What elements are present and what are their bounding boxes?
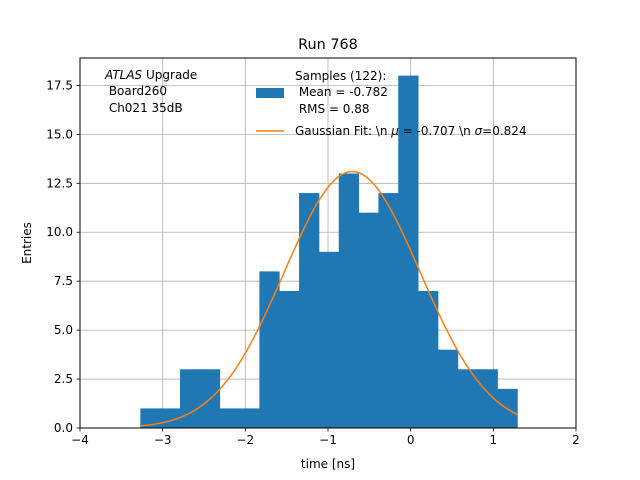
legend-fit-prefix: Gaussian Fit: \n <box>295 124 391 138</box>
histogram-bar <box>279 290 300 428</box>
histogram-bar <box>318 251 340 428</box>
y-axis-ticks: 0.0 2.5 5.0 7.5 10.0 12.5 15.0 17.5 <box>46 78 80 435</box>
annotation-line-2: Board260 <box>105 84 167 98</box>
legend-hist-line-2: Mean = -0.782 <box>295 85 388 99</box>
atlas-annotation: ATLAS Upgrade Board260 Ch021 35dB <box>104 68 197 115</box>
histogram-bar <box>437 349 459 428</box>
y-tick-label: 15.0 <box>46 127 73 141</box>
annotation-atlas: ATLAS <box>104 68 143 82</box>
legend-fit-mid: = -0.707 \n <box>399 124 475 138</box>
legend-fit-mu: μ <box>390 124 399 138</box>
x-tick-label: 2 <box>572 433 580 447</box>
histogram-bar <box>160 408 181 428</box>
legend-hist-swatch <box>256 88 284 98</box>
histogram-bar <box>358 212 379 428</box>
legend-hist-line-3: RMS = 0.88 <box>295 102 370 116</box>
annotation-line-1: ATLAS Upgrade <box>104 68 197 82</box>
legend: Samples (122): Mean = -0.782 RMS = 0.88 … <box>256 69 527 138</box>
x-tick-label: −2 <box>236 433 254 447</box>
y-tick-label: 5.0 <box>54 323 73 337</box>
x-axis-ticks: −4 −3 −2 −1 0 1 2 <box>71 428 580 447</box>
histogram-bar <box>219 408 240 428</box>
chart-title: Run 768 <box>298 37 358 53</box>
y-tick-label: 12.5 <box>46 176 73 190</box>
histogram-bar <box>338 173 359 428</box>
histogram-bar <box>140 408 161 428</box>
annotation-line-3: Ch021 35dB <box>105 101 183 115</box>
histogram-bar <box>180 369 201 428</box>
x-tick-label: 0 <box>407 433 415 447</box>
y-tick-label: 7.5 <box>54 274 73 288</box>
x-tick-label: −1 <box>319 433 337 447</box>
histogram-bar <box>398 75 419 428</box>
y-tick-label: 10.0 <box>46 225 73 239</box>
legend-hist-line-1: Samples (122): <box>295 69 386 83</box>
annotation-upgrade: Upgrade <box>142 68 197 82</box>
histogram-bar <box>477 369 498 428</box>
y-axis-label: Entries <box>20 222 34 264</box>
x-tick-label: 1 <box>490 433 498 447</box>
histogram-bar <box>259 271 280 428</box>
histogram-bar <box>457 369 479 428</box>
histogram-bar <box>239 408 260 428</box>
x-tick-label: −4 <box>71 433 89 447</box>
fit-curve <box>140 170 518 427</box>
histogram-bar <box>299 193 320 428</box>
x-tick-label: −3 <box>154 433 172 447</box>
legend-fit-sigma: σ <box>475 124 483 138</box>
gaussian-fit <box>140 170 518 427</box>
histogram-bar <box>378 193 399 428</box>
y-tick-label: 17.5 <box>46 78 73 92</box>
histogram-bar <box>418 290 439 428</box>
legend-fit-label: Gaussian Fit: \n μ = -0.707 \n σ=0.824 <box>295 124 527 138</box>
x-axis-label: time [ns] <box>301 457 355 471</box>
legend-fit-suffix: =0.824 <box>482 124 526 138</box>
y-tick-label: 0.0 <box>54 421 73 435</box>
y-tick-label: 2.5 <box>54 372 73 386</box>
histogram-bars <box>140 75 518 428</box>
